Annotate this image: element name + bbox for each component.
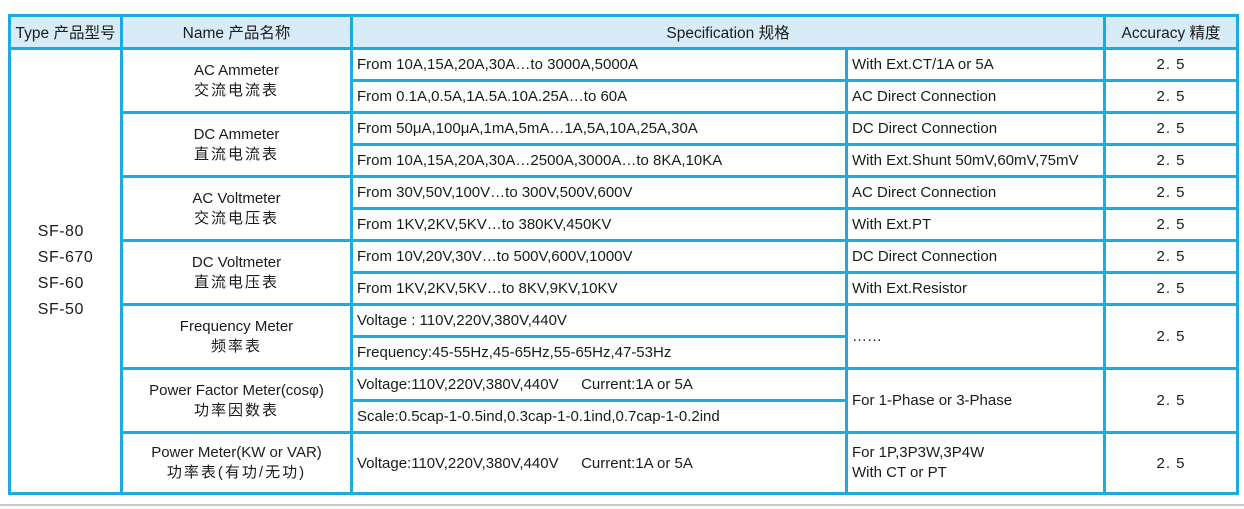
type-model: SF-670	[37, 249, 94, 266]
accuracy-cell: 2. 5	[1103, 431, 1240, 495]
note-cell: AC Direct Connection	[844, 175, 1107, 210]
col-header-accuracy: Accuracy 精度	[1103, 14, 1240, 50]
accuracy-cell: 2. 5	[1103, 175, 1240, 210]
meter-name-zh: 交流电流表	[193, 81, 279, 99]
spec-cell: Scale:0.5cap-1-0.5ind,0.3cap-1-0.1ind,0.…	[350, 399, 848, 434]
accuracy-cell: 2. 5	[1103, 239, 1240, 274]
meter-name-zh: 直流电压表	[193, 273, 279, 291]
meter-name-zh: 功率因数表	[193, 401, 279, 419]
note-cell: With Ext.CT/1A or 5A	[844, 47, 1107, 82]
col-header-specification: Specification 规格	[349, 14, 1107, 50]
table-row: From 10A,15A,20A,30A…2500A,3000A…to 8KA,…	[10, 143, 1240, 178]
note-cell: With Ext.Resistor	[844, 271, 1107, 306]
spec-cell: Voltage:110V,220V,380V,440V Current:1A o…	[350, 367, 848, 402]
note-cell: DC Direct Connection	[844, 111, 1107, 146]
spec-cell: From 30V,50V,100V…to 300V,500V,600V	[350, 175, 848, 210]
meter-name-en: Power Factor Meter(cosφ)	[149, 381, 324, 399]
spec-cell: From 0.1A,0.5A,1A.5A.10A.25A…to 60A	[350, 79, 848, 114]
type-model: SF-50	[37, 301, 84, 318]
name-cell-ac-voltmeter: AC Voltmeter 交流电压表	[120, 175, 353, 242]
meter-name-zh: 交流电压表	[193, 209, 279, 227]
note-cell: DC Direct Connection	[844, 239, 1107, 274]
note-line: For 1P,3P3W,3P4W	[852, 444, 985, 461]
name-cell-power-meter: Power Meter(KW or VAR) 功率表(有功/无功)	[120, 431, 353, 495]
type-model-list: SF-80 SF-670 SF-60 SF-50	[38, 219, 93, 323]
note-cell: AC Direct Connection	[844, 79, 1107, 114]
table-row: Power Meter(KW or VAR) 功率表(有功/无功) Voltag…	[10, 431, 1240, 495]
meter-name-en: DC Ammeter	[193, 125, 280, 143]
type-model: SF-60	[37, 275, 84, 292]
type-models-cell: SF-80 SF-670 SF-60 SF-50	[8, 47, 123, 495]
meter-name-en: Power Meter(KW or VAR)	[151, 444, 322, 461]
accuracy-cell: 2. 5	[1103, 79, 1240, 114]
name-cell-dc-voltmeter: DC Voltmeter 直流电压表	[120, 239, 353, 306]
note-cell: For 1P,3P3W,3P4W With CT or PT	[844, 431, 1107, 495]
accuracy-cell: 2. 5	[1103, 207, 1240, 242]
meter-name-en: AC Voltmeter	[192, 189, 281, 207]
table-row: Scale:0.5cap-1-0.5ind,0.3cap-1-0.1ind,0.…	[10, 399, 1238, 434]
name-cell-power-factor-meter: Power Factor Meter(cosφ) 功率因数表	[120, 367, 353, 434]
accuracy-cell: 2. 5	[1103, 143, 1240, 178]
name-cell-frequency-meter: Frequency Meter 频率表	[120, 303, 353, 370]
accuracy-cell-merged: 2. 5	[1103, 303, 1240, 370]
table-row: Power Factor Meter(cosφ) 功率因数表 Voltage:1…	[10, 367, 1240, 434]
header-row: Type 产品型号 Name 产品名称 Specification 规格 Acc…	[8, 14, 1240, 50]
spec-cell: Voltage:110V,220V,380V,440V Current:1A o…	[350, 431, 848, 495]
table-row: SF-80 SF-670 SF-60 SF-50 AC Ammeter 交流电流…	[8, 47, 1240, 495]
spec-cell: From 10A,15A,20A,30A…to 3000A,5000A	[350, 47, 848, 82]
note-cell-merged: ……	[844, 303, 1107, 370]
spec-cell: From 50μA,100μA,1mA,5mA…1A,5A,10A,25A,30…	[350, 111, 848, 146]
note-cell: With Ext.Shunt 50mV,60mV,75mV	[844, 143, 1107, 178]
col-header-name: Name 产品名称	[120, 14, 353, 50]
note-cell-merged: For 1-Phase or 3-Phase	[844, 367, 1107, 434]
spec-cell: From 1KV,2KV,5KV…to 380KV,450KV	[350, 207, 848, 242]
name-cell-ac-ammeter: AC Ammeter 交流电流表	[120, 47, 353, 114]
accuracy-cell: 2. 5	[1103, 111, 1240, 146]
meter-name-zh: 直流电流表	[193, 145, 279, 163]
spec-cell: From 10A,15A,20A,30A…2500A,3000A…to 8KA,…	[350, 143, 848, 178]
col-header-type: Type 产品型号	[8, 14, 123, 50]
spec-cell: Voltage : 110V,220V,380V,440V	[350, 303, 848, 338]
accuracy-cell-merged: 2. 5	[1103, 367, 1240, 434]
meter-name-en: DC Voltmeter	[191, 253, 282, 271]
note-cell: With Ext.PT	[844, 207, 1107, 242]
meter-specification-table: Type 产品型号 Name 产品名称 Specification 规格 Acc…	[8, 14, 1240, 495]
note-line: With CT or PT	[852, 464, 947, 481]
meter-name-zh: 功率表(有功/无功)	[166, 464, 307, 481]
meter-name-en: AC Ammeter	[193, 61, 280, 79]
table-row: AC Voltmeter 交流电压表 From 30V,50V,100V…to …	[10, 175, 1240, 242]
page-divider-line	[0, 504, 1244, 506]
spec-cell: Frequency:45-55Hz,45-65Hz,55-65Hz,47-53H…	[350, 335, 848, 370]
name-cell-dc-ammeter: DC Ammeter 直流电流表	[120, 111, 353, 178]
accuracy-cell: 2. 5	[1103, 47, 1240, 82]
table-row: From 1KV,2KV,5KV…to 8KV,9KV,10KV With Ex…	[10, 271, 1240, 306]
table-row: DC Voltmeter 直流电压表 From 10V,20V,30V…to 5…	[10, 239, 1240, 306]
table-row: From 0.1A,0.5A,1A.5A.10A.25A…to 60A AC D…	[10, 79, 1240, 114]
type-model: SF-80	[37, 223, 84, 240]
accuracy-cell: 2. 5	[1103, 271, 1240, 306]
table-row: From 1KV,2KV,5KV…to 380KV,450KV With Ext…	[10, 207, 1240, 242]
table-row: Frequency Meter 频率表 Voltage : 110V,220V,…	[10, 303, 1240, 370]
meter-name-en: Frequency Meter	[179, 317, 294, 335]
table-row: DC Ammeter 直流电流表 From 50μA,100μA,1mA,5mA…	[10, 111, 1240, 178]
spec-cell: From 10V,20V,30V…to 500V,600V,1000V	[350, 239, 848, 274]
meter-name-zh: 频率表	[210, 337, 262, 355]
spec-cell: From 1KV,2KV,5KV…to 8KV,9KV,10KV	[350, 271, 848, 306]
table-row: Frequency:45-55Hz,45-65Hz,55-65Hz,47-53H…	[10, 335, 1238, 370]
